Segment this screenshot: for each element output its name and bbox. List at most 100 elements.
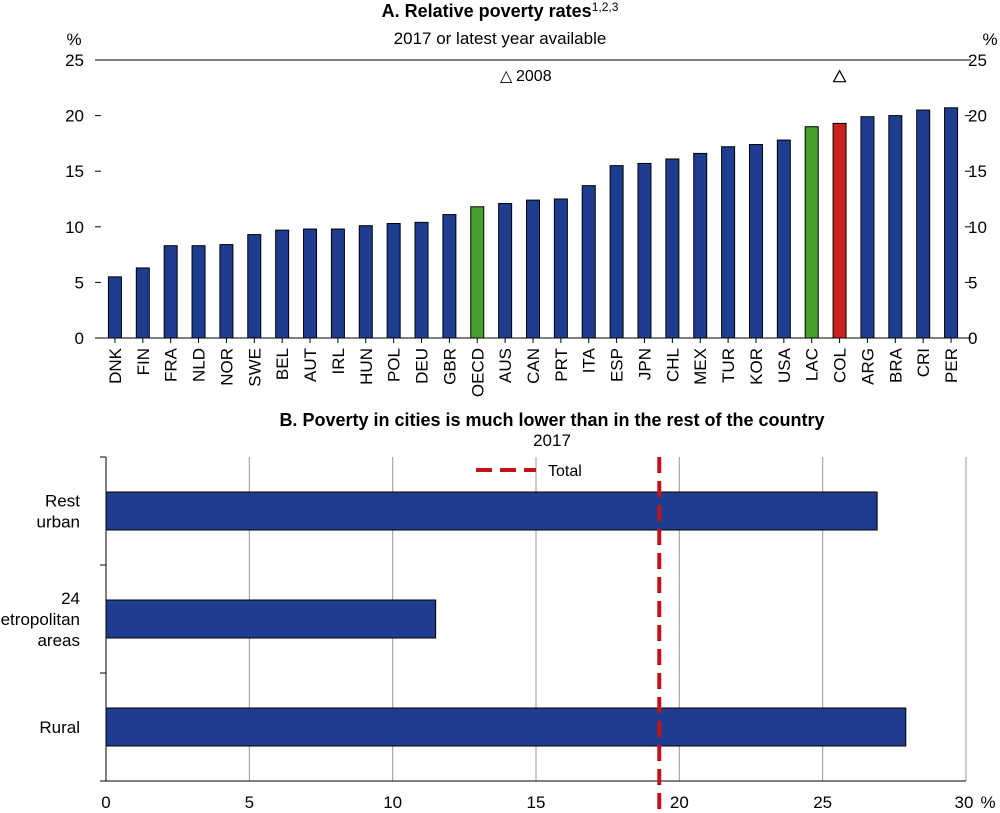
panel-b-x-tick-label: 10 (383, 793, 402, 812)
hbar-rest-urban (105, 491, 878, 531)
y-label-24-metropolitan-areas: 24 metropolitan areas (0, 589, 80, 650)
panel-a-plot: 0 0 5 5 10 10 15 15 20 20 25 25 DNK FIN FRA NLD NOR SWE BE… (65, 51, 987, 397)
panel-a-right-tick-label: 25 (968, 51, 987, 70)
panel-a-legend-symbol: △ (500, 68, 513, 85)
y-label-line: metropolitan (0, 610, 80, 629)
x-label-dnk: DNK (106, 347, 125, 384)
bar-jpn (637, 162, 652, 339)
bar-irl (330, 228, 345, 339)
bar-kor (748, 144, 763, 339)
bar-aus (498, 202, 513, 339)
panel-b-plot: 0 5 10 15 20 25 30 Rest urban 24 metropolitan areas… (0, 456, 974, 812)
panel-a-right-tick-label: 5 (968, 273, 977, 292)
x-label-aut: AUT (301, 348, 320, 382)
panel-b-title: B. Poverty in cities is much lower than … (279, 410, 824, 430)
x-label-arg: ARG (858, 348, 877, 385)
x-label-ita: ITA (580, 347, 599, 373)
bar-swe (247, 234, 262, 339)
panel-a-left-tick-label: 5 (75, 273, 84, 292)
x-label-kor: KOR (747, 348, 766, 385)
bar-prt (553, 198, 568, 339)
x-label-bra: BRA (886, 347, 905, 383)
x-label-aus: AUS (496, 348, 515, 383)
panel-a-subtitle: 2017 or latest year available (394, 29, 607, 48)
bar-per (944, 107, 959, 339)
x-label-prt: PRT (552, 348, 571, 382)
x-label-per: PER (942, 348, 961, 383)
bar-dnk (107, 276, 122, 339)
panel-b-x-tick-label: 20 (670, 793, 689, 812)
x-label-col: COL (831, 348, 850, 383)
hbar-24-metropolitan-areas (105, 599, 437, 639)
x-label-swe: SWE (245, 348, 264, 387)
x-label-cri: CRI (914, 348, 933, 377)
x-label-pol: POL (385, 348, 404, 382)
x-label-jpn: JPN (635, 348, 654, 380)
panel-a-right-tick-label: 0 (968, 329, 977, 348)
x-label-fin: FIN (134, 348, 153, 375)
panel-a-y-unit-right: % (982, 30, 997, 49)
panel-b-x-unit: % (980, 793, 995, 812)
bar-deu (414, 221, 429, 339)
y-label-line: 24 (61, 589, 80, 608)
panel-b-x-tick-label: 5 (245, 793, 254, 812)
bar-mex (693, 152, 708, 339)
hbar-rural (105, 707, 907, 747)
x-label-can: CAN (524, 348, 543, 384)
x-label-lac: LAC (803, 348, 822, 381)
bar-nor (219, 244, 234, 339)
y-label-line: urban (37, 513, 80, 532)
y-label-rural: Rural (39, 718, 80, 737)
panel-b-x-tick-label: 15 (527, 793, 546, 812)
bar-arg (860, 116, 875, 339)
panel-a-left-tick-label: 0 (75, 329, 84, 348)
x-label-mex: MEX (691, 348, 710, 385)
bar-tur (721, 146, 736, 339)
x-label-deu: DEU (413, 348, 432, 384)
bar-fin (135, 267, 150, 339)
marker-2008-col (832, 69, 847, 83)
bar-gbr (442, 214, 457, 339)
panel-a-right-tick-label: 15 (968, 162, 987, 181)
panel-a-right-tick-label: 10 (968, 218, 987, 237)
y-label-line: areas (37, 631, 80, 650)
bar-cri (916, 109, 931, 339)
x-label-bel: BEL (273, 348, 292, 380)
panel-a-title: A. Relative poverty rates1,2,3 (382, 0, 619, 21)
x-label-irl: IRL (329, 348, 348, 374)
x-label-nld: NLD (190, 348, 209, 382)
panel-b-x-tick-label: 0 (101, 793, 110, 812)
bar-oecd (470, 206, 485, 339)
panel-b-x-tick-label: 30 (955, 793, 974, 812)
bar-esp (609, 165, 624, 339)
x-label-nor: NOR (217, 348, 236, 386)
y-label-line: Rural (39, 718, 80, 737)
x-label-usa: USA (775, 347, 794, 383)
panel-a-y-unit-left: % (66, 30, 81, 49)
panel-a-left-tick-label: 25 (65, 51, 84, 70)
panel-b-legend: Total (476, 463, 582, 480)
panel-a-left-tick-label: 15 (65, 162, 84, 181)
bar-pol (386, 222, 401, 339)
panel-a-left-tick-label: 20 (65, 107, 84, 126)
y-label-line: Rest (45, 492, 80, 511)
bar-col (832, 122, 847, 339)
bar-can (526, 199, 540, 339)
bar-bel (275, 229, 290, 339)
x-label-hun: HUN (357, 348, 376, 385)
bar-aut (303, 228, 318, 339)
x-label-chl: CHL (663, 348, 682, 382)
panel-b-subtitle: 2017 (533, 431, 571, 450)
panel-b-x-tick-label: 25 (813, 793, 832, 812)
x-label-gbr: GBR (440, 348, 459, 385)
bar-ita (581, 185, 596, 339)
x-label-oecd: OECD (468, 348, 487, 397)
panel-a-legend: △ 2008 (500, 68, 552, 85)
y-label-rest-urban: Rest urban (37, 492, 81, 532)
panel-a-title-footnotes: 1,2,3 (592, 0, 619, 14)
panel-a-legend-label: 2008 (516, 68, 552, 85)
bar-hun (358, 225, 373, 339)
bar-chl (665, 158, 680, 339)
x-label-fra: FRA (162, 347, 181, 382)
